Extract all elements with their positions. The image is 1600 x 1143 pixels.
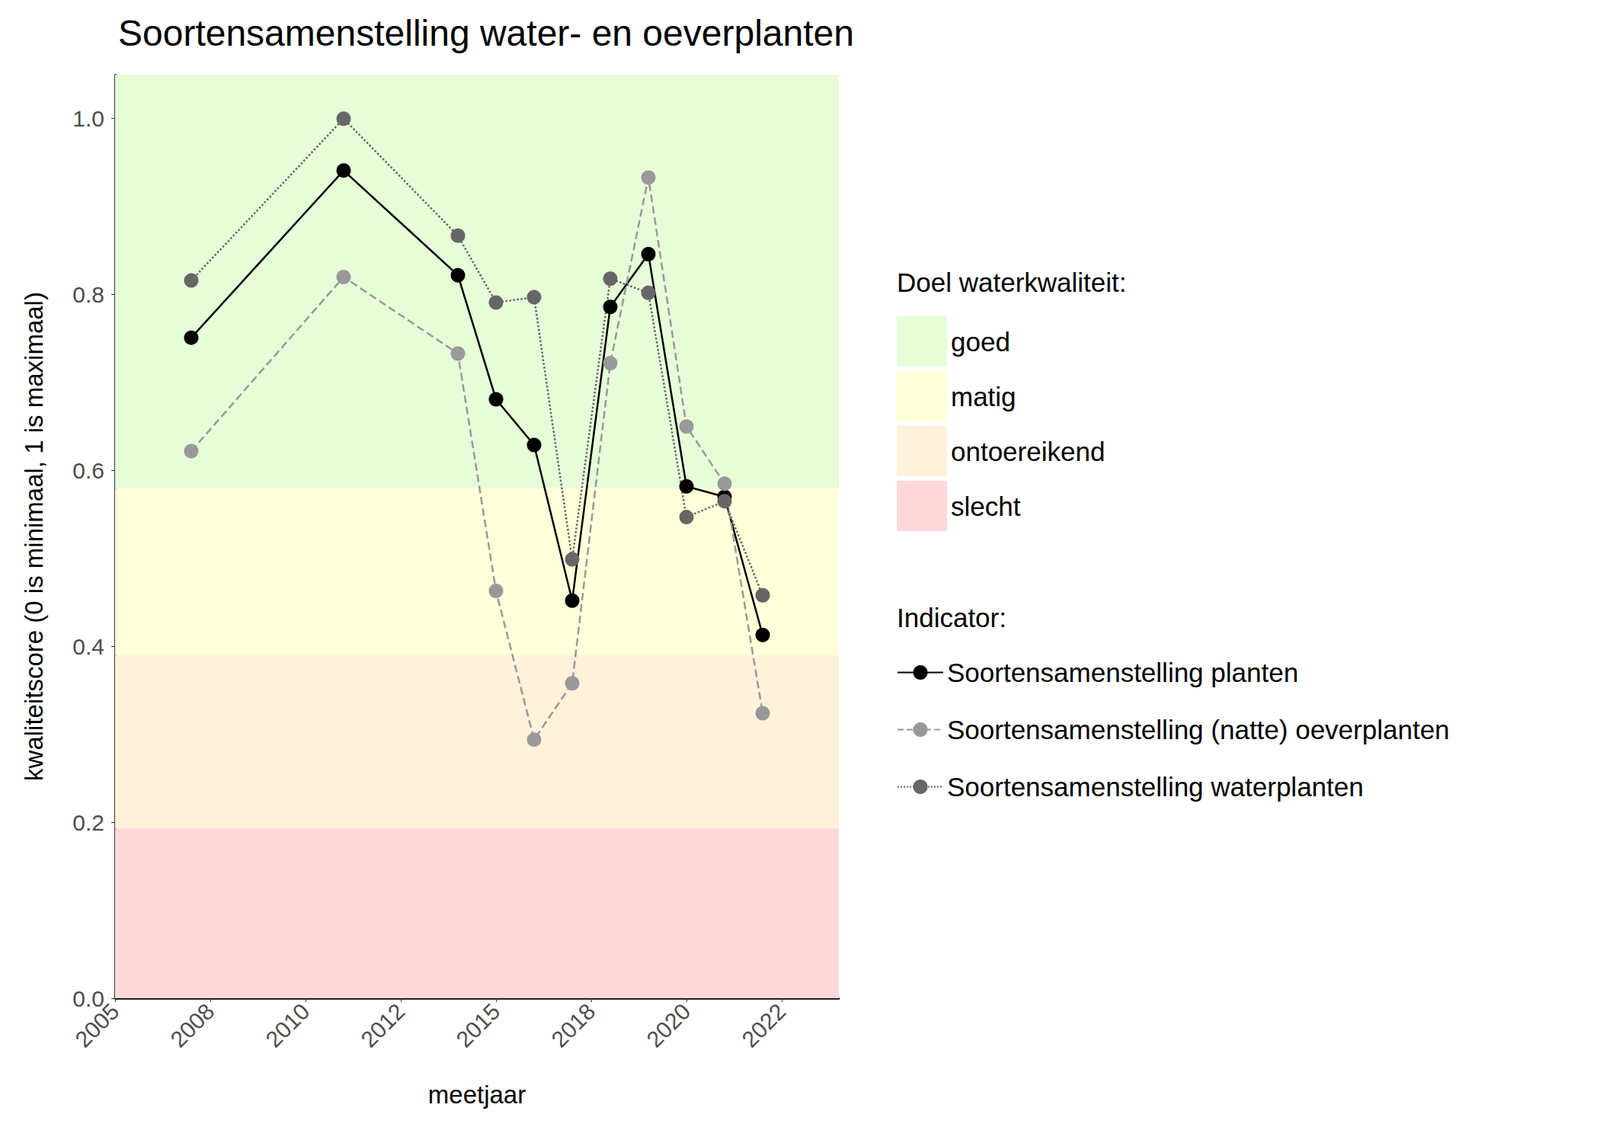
svg-text:matig: matig — [950, 381, 1017, 412]
svg-text:ontoereikend: ontoereikend — [950, 436, 1105, 467]
svg-text:2010: 2010 — [260, 998, 315, 1053]
svg-text:slecht: slecht — [950, 491, 1021, 522]
svg-text:Soortensamenstelling water- en: Soortensamenstelling water- en oeverplan… — [118, 12, 855, 54]
svg-text:2008: 2008 — [165, 998, 220, 1053]
svg-text:meetjaar: meetjaar — [428, 1080, 526, 1109]
svg-text:Doel waterkwaliteit:: Doel waterkwaliteit: — [896, 267, 1127, 298]
svg-text:Soortensamenstelling waterplan: Soortensamenstelling waterplanten — [947, 771, 1364, 802]
svg-text:1.0: 1.0 — [72, 105, 105, 132]
svg-text:0.0: 0.0 — [72, 985, 105, 1011]
svg-text:2018: 2018 — [546, 998, 601, 1053]
svg-text:0.4: 0.4 — [72, 633, 105, 660]
svg-text:2020: 2020 — [641, 998, 696, 1053]
svg-text:Soortensamenstelling planten: Soortensamenstelling planten — [947, 657, 1299, 688]
svg-text:2022: 2022 — [736, 998, 791, 1053]
svg-text:0.2: 0.2 — [72, 809, 105, 836]
svg-text:2012: 2012 — [355, 998, 410, 1053]
svg-text:2015: 2015 — [451, 998, 506, 1053]
svg-text:Indicator:: Indicator: — [896, 602, 1007, 633]
svg-text:2005: 2005 — [70, 998, 125, 1053]
svg-text:0.6: 0.6 — [72, 457, 105, 484]
svg-text:Soortensamenstelling (natte) o: Soortensamenstelling (natte) oeverplante… — [947, 714, 1450, 745]
svg-text:goed: goed — [950, 326, 1011, 357]
svg-text:kwaliteitscore (0 is minimaal,: kwaliteitscore (0 is minimaal, 1 is maxi… — [19, 291, 48, 781]
svg-text:0.8: 0.8 — [72, 281, 105, 308]
